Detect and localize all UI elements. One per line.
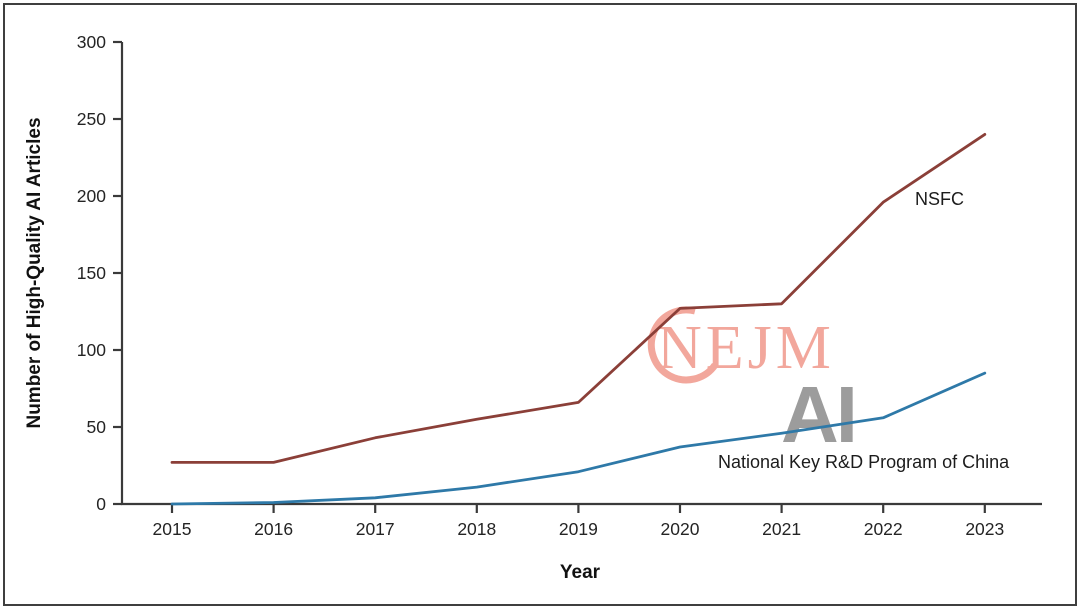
x-tick-label: 2018 xyxy=(457,519,496,539)
y-tick-label: 250 xyxy=(77,109,106,129)
x-tick-label: 2020 xyxy=(661,519,700,539)
x-tick-label: 2016 xyxy=(254,519,293,539)
nejm-watermark-text: NEJM xyxy=(657,314,835,382)
nejm-logo-circle-icon xyxy=(647,306,718,384)
series-label-rd-program: National Key R&D Program of China xyxy=(718,452,1010,472)
y-tick-label: 200 xyxy=(77,186,106,206)
x-axis-title: Year xyxy=(560,562,601,583)
axis-lines xyxy=(120,42,1042,506)
series-label-nsfc: NSFC xyxy=(915,189,964,209)
x-tick-label: 2017 xyxy=(356,519,395,539)
x-tick-label: 2023 xyxy=(965,519,1004,539)
y-tick-label: 300 xyxy=(77,32,106,52)
x-tick-label: 2022 xyxy=(864,519,903,539)
y-axis-title: Number of High-Quality AI Articles xyxy=(24,117,45,428)
x-tick-label: 2015 xyxy=(153,519,192,539)
y-tick-label: 0 xyxy=(96,494,106,514)
nejm-ai-watermark: NEJM AI xyxy=(647,306,858,459)
series-line-rd-program xyxy=(170,371,987,506)
series-line-nsfc xyxy=(170,132,987,464)
y-tick-label: 50 xyxy=(87,417,107,437)
y-tick-label: 150 xyxy=(77,263,106,283)
axes: 0 50 100 150 200 250 300 2015 2016 2017 2018 2019 20… xyxy=(77,32,1042,539)
series-labels: NSFC National Key R&D Program of China xyxy=(718,189,1010,472)
x-tick-label: 2021 xyxy=(762,519,801,539)
data-series xyxy=(170,132,987,506)
ai-watermark-text: AI xyxy=(781,370,855,459)
y-tick-label: 100 xyxy=(77,340,106,360)
x-tick-label: 2019 xyxy=(559,519,598,539)
